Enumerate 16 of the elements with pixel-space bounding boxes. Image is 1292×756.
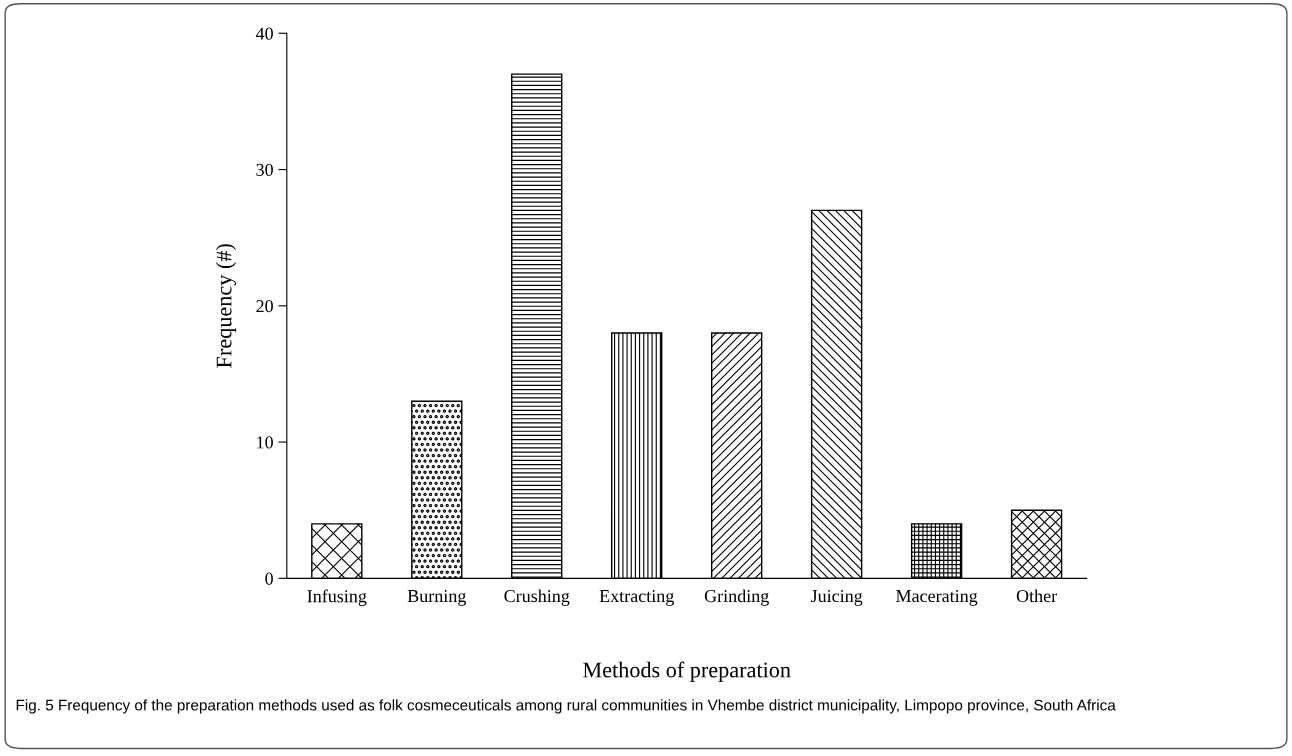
y-tick-label: 40 xyxy=(255,27,273,40)
y-tick-label: 30 xyxy=(256,163,273,176)
x-tick-label: Burning xyxy=(407,589,467,606)
y-tick-label: 10 xyxy=(257,436,273,449)
caption: Fig. 5 Frequency of the preparation methods used as folk cosmeceuticals among rural communities in Vhembe district municipality, Limpopo province, South Africa xyxy=(16,699,1116,714)
x-tick-label: Grinding xyxy=(704,589,769,606)
y-tick-label: 0 xyxy=(265,572,273,585)
y-tick-label: 20 xyxy=(256,300,273,313)
x-tick-label: Extracting xyxy=(599,589,674,606)
x-tick-label: Juicing xyxy=(810,589,863,606)
x-tick-label: Infusing xyxy=(307,589,367,607)
x-tick-label: Crushing xyxy=(504,589,570,606)
x-tick-label: Other xyxy=(1016,589,1057,603)
y-axis-title: Frequency (#) xyxy=(215,244,237,368)
x-tick-label: Macerating xyxy=(896,589,978,606)
x-axis-title: Methods of preparation xyxy=(583,661,791,682)
